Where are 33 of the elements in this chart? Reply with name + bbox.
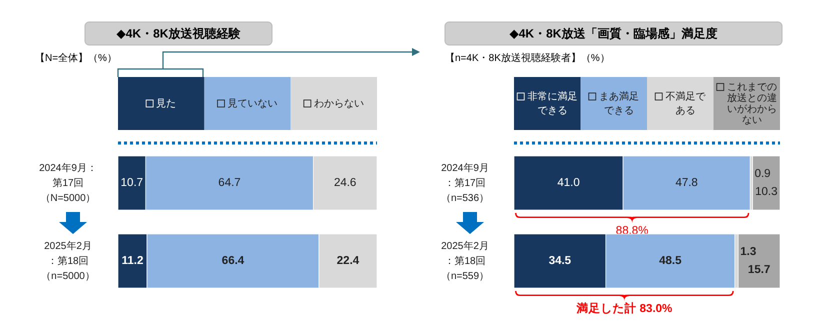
text: 【N=全体】（%）	[35, 52, 117, 64]
data-label: 10.7	[120, 177, 144, 189]
legend-label: 非常に満足できる	[527, 90, 578, 116]
data-label: 1.3	[740, 246, 756, 258]
bar	[752, 156, 780, 210]
legend-label: 見ていない	[228, 98, 278, 109]
data-label: 48.5	[659, 255, 682, 267]
legend-label: 不満足である	[665, 90, 706, 116]
data-label: 11.2	[122, 255, 144, 267]
chart-title: ◆4K・8K放送視聴経験	[116, 26, 242, 40]
data-label: 34.5	[548, 255, 572, 267]
data-label: 10.3	[755, 186, 778, 198]
data-label: 47.8	[675, 177, 698, 189]
legend-label: わからない	[314, 98, 364, 109]
y-tick-label: 2024年9月：第17回（N=5000）	[39, 162, 97, 204]
y-tick-label: 2024年9月：第17回（n=536）	[440, 162, 490, 204]
text: 【n=4K・8K放送視聴経験者】（%）	[445, 52, 610, 64]
annotation: 88.8%	[616, 225, 648, 237]
bar	[738, 234, 780, 288]
legend-label: これまでの放送との違いがわからない	[726, 82, 777, 126]
legend-label: 見た	[156, 98, 176, 109]
y-tick-label: 2025年2月：第18回（n=559）	[440, 240, 490, 282]
chart-title: ◆4K・8K放送「画質・臨場感」満足度	[510, 26, 718, 40]
y-tick-label: 2025年2月：第18回（n=5000）	[41, 240, 95, 282]
data-label: 66.4	[222, 255, 245, 267]
data-label: 22.4	[336, 255, 360, 267]
legend-label: まあ満足できる	[598, 90, 639, 116]
annotation: 満足した計 83.0%	[575, 301, 672, 315]
data-label: 15.7	[748, 264, 770, 276]
data-label: 0.9	[754, 168, 771, 180]
data-label: 64.7	[218, 177, 241, 189]
data-label: 24.6	[334, 177, 356, 189]
data-label: 41.0	[557, 177, 580, 189]
